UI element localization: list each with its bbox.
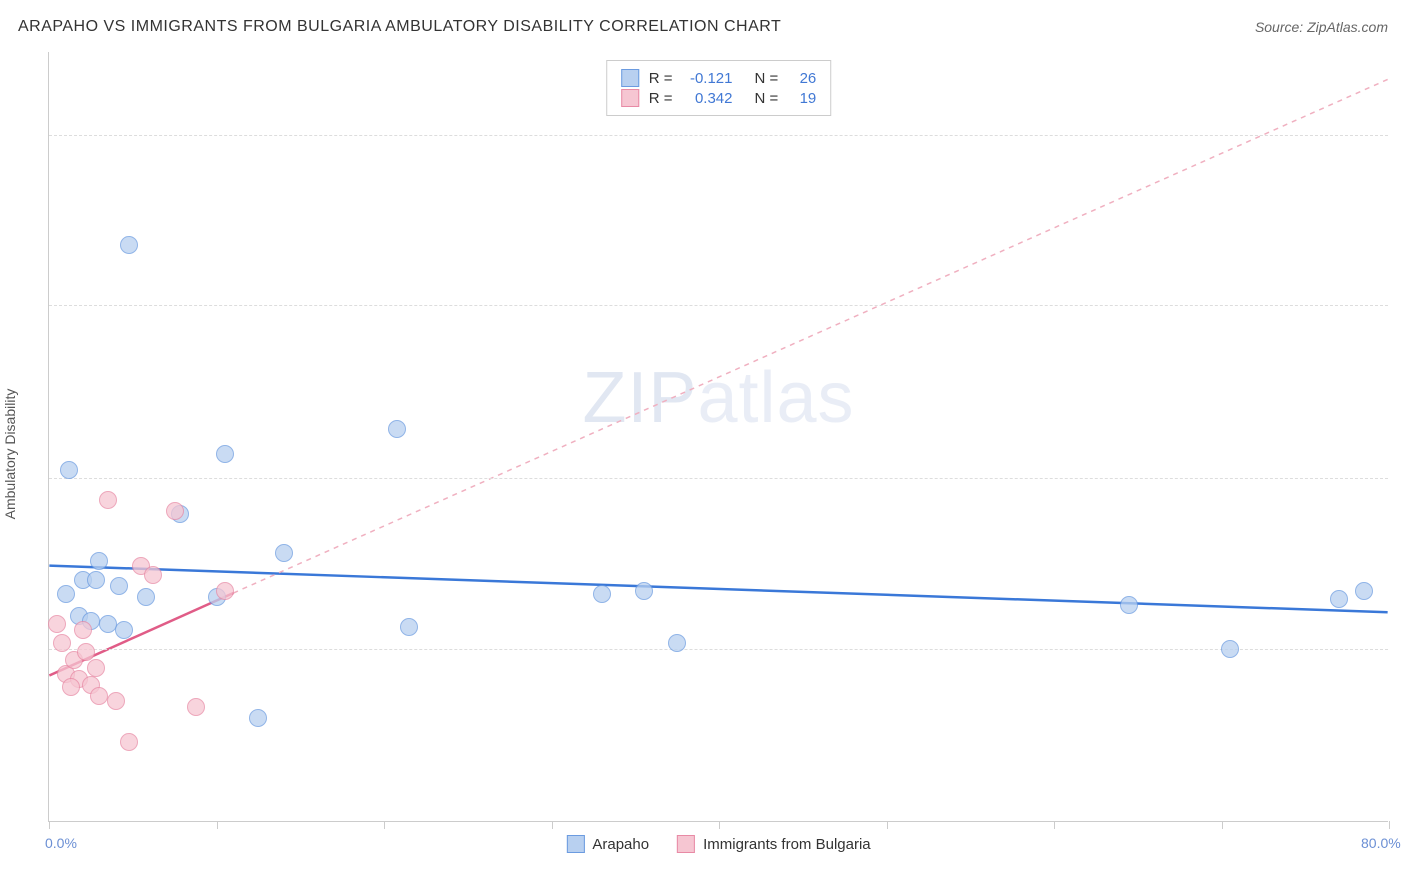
data-point (48, 615, 66, 633)
data-point (216, 445, 234, 463)
data-point (107, 692, 125, 710)
data-point (74, 621, 92, 639)
chart-title: ARAPAHO VS IMMIGRANTS FROM BULGARIA AMBU… (18, 18, 781, 36)
n-value: 26 (788, 70, 816, 87)
legend-swatch (566, 835, 584, 853)
x-tick (887, 821, 888, 829)
correlation-stats-box: R = -0.121 N = 26 R = 0.342 N = 19 (606, 60, 832, 116)
watermark-post: atlas (697, 358, 854, 438)
trend-lines-layer (49, 52, 1388, 821)
r-label: R = (649, 90, 673, 107)
data-point (635, 582, 653, 600)
legend-item: Arapaho (566, 835, 649, 853)
data-point (249, 709, 267, 727)
data-point (110, 577, 128, 595)
data-point (400, 618, 418, 636)
data-point (388, 420, 406, 438)
x-tick (49, 821, 50, 829)
x-tick (384, 821, 385, 829)
grid-line-h (49, 305, 1388, 306)
data-point (187, 698, 205, 716)
data-point (1355, 582, 1373, 600)
source-attribution: Source: ZipAtlas.com (1255, 19, 1388, 35)
data-point (120, 733, 138, 751)
stats-swatch (621, 89, 639, 107)
x-tick (217, 821, 218, 829)
legend-swatch (677, 835, 695, 853)
data-point (593, 585, 611, 603)
legend-label: Immigrants from Bulgaria (703, 836, 871, 853)
x-tick-label: 0.0% (45, 835, 77, 851)
x-tick (719, 821, 720, 829)
data-point (1120, 596, 1138, 614)
legend-label: Arapaho (592, 836, 649, 853)
legend-item: Immigrants from Bulgaria (677, 835, 871, 853)
chart-header: ARAPAHO VS IMMIGRANTS FROM BULGARIA AMBU… (18, 18, 1388, 36)
data-point (90, 687, 108, 705)
data-point (166, 502, 184, 520)
stats-row: R = -0.121 N = 26 (621, 69, 817, 87)
data-point (99, 491, 117, 509)
watermark: ZIPatlas (582, 357, 854, 439)
data-point (62, 678, 80, 696)
x-tick (1222, 821, 1223, 829)
data-point (1221, 640, 1239, 658)
data-point (99, 615, 117, 633)
data-point (275, 544, 293, 562)
trend-line (233, 79, 1387, 593)
data-point (57, 585, 75, 603)
data-point (120, 236, 138, 254)
x-tick (552, 821, 553, 829)
data-point (87, 571, 105, 589)
stats-swatch (621, 69, 639, 87)
data-point (115, 621, 133, 639)
grid-line-h (49, 478, 1388, 479)
data-point (1330, 590, 1348, 608)
watermark-pre: ZIP (582, 358, 697, 438)
data-point (87, 659, 105, 677)
n-value: 19 (788, 90, 816, 107)
data-point (77, 643, 95, 661)
chart-plot-area: ZIPatlas R =-0.121N =26R =0.342N =19 Ara… (48, 52, 1388, 822)
x-tick-label: 80.0% (1361, 835, 1401, 851)
n-label: N = (755, 70, 779, 87)
stats-row: R = 0.342 N = 19 (621, 89, 817, 107)
n-label: N = (755, 90, 779, 107)
grid-line-h (49, 649, 1388, 650)
data-point (90, 552, 108, 570)
data-point (144, 566, 162, 584)
r-label: R = (649, 70, 673, 87)
data-point (216, 582, 234, 600)
r-value: 0.342 (683, 90, 733, 107)
trend-line (49, 566, 1387, 613)
series-legend: Arapaho Immigrants from Bulgaria (566, 835, 870, 853)
r-value: -0.121 (683, 70, 733, 87)
data-point (60, 461, 78, 479)
data-point (53, 634, 71, 652)
x-tick (1389, 821, 1390, 829)
data-point (668, 634, 686, 652)
grid-line-h (49, 135, 1388, 136)
y-axis-label: Ambulatory Disability (2, 389, 18, 520)
x-tick (1054, 821, 1055, 829)
data-point (137, 588, 155, 606)
